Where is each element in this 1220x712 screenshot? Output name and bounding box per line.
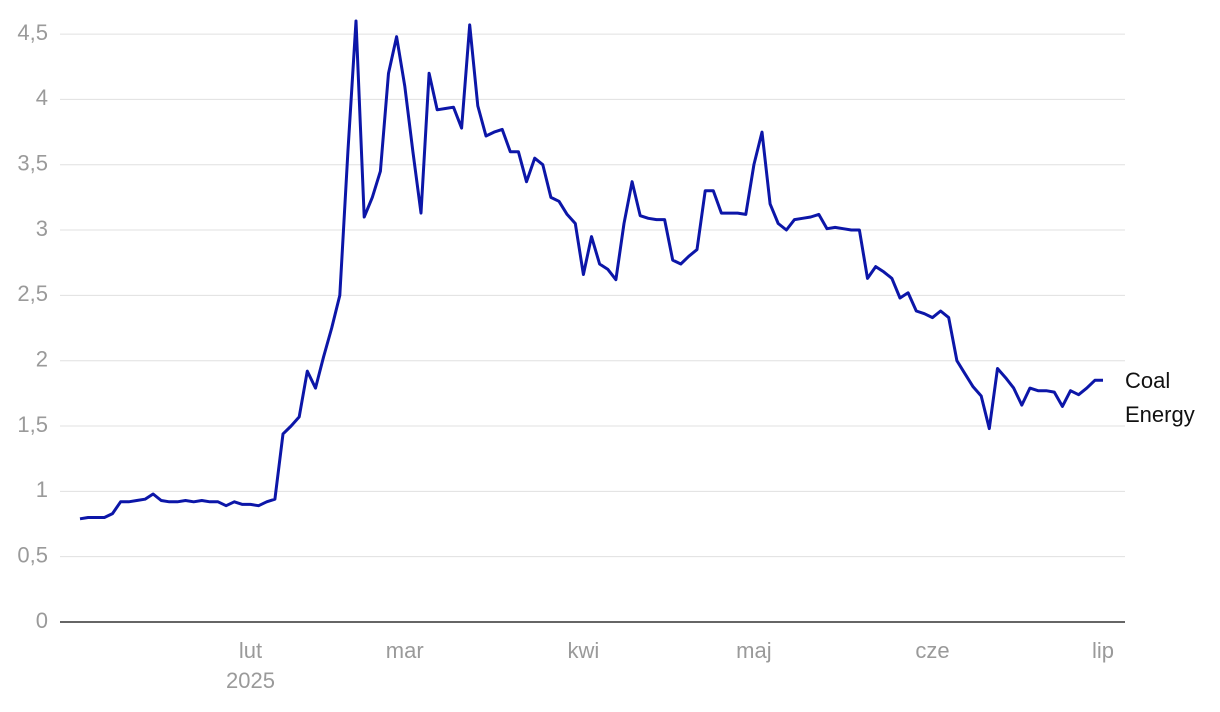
line [79,19,1103,521]
x-tick-label: lut 2025 [226,638,275,693]
y-tick-label: 4,5 [17,20,48,45]
y-tick-label: 2 [36,347,48,372]
y-tick-label: 1 [36,477,48,502]
y-tick-label: 1,5 [17,412,48,437]
y-tick-label: 4 [36,85,48,110]
x-tick-label: maj [736,638,772,663]
x-tick-label: lip [1091,638,1115,663]
x-tick-label: cze [915,638,950,663]
y-tick-label: 3,5 [17,151,48,176]
series-label: Coal Energy [1125,368,1195,428]
x-tick-label: mar [385,638,424,663]
y-tick-label: 0,5 [17,542,48,567]
y-tick-label: 2,5 [17,281,48,306]
y-tick-label: 3 [36,216,48,241]
x-tick-label: kwi [567,638,600,663]
y-tick-label: 0 [36,608,48,633]
